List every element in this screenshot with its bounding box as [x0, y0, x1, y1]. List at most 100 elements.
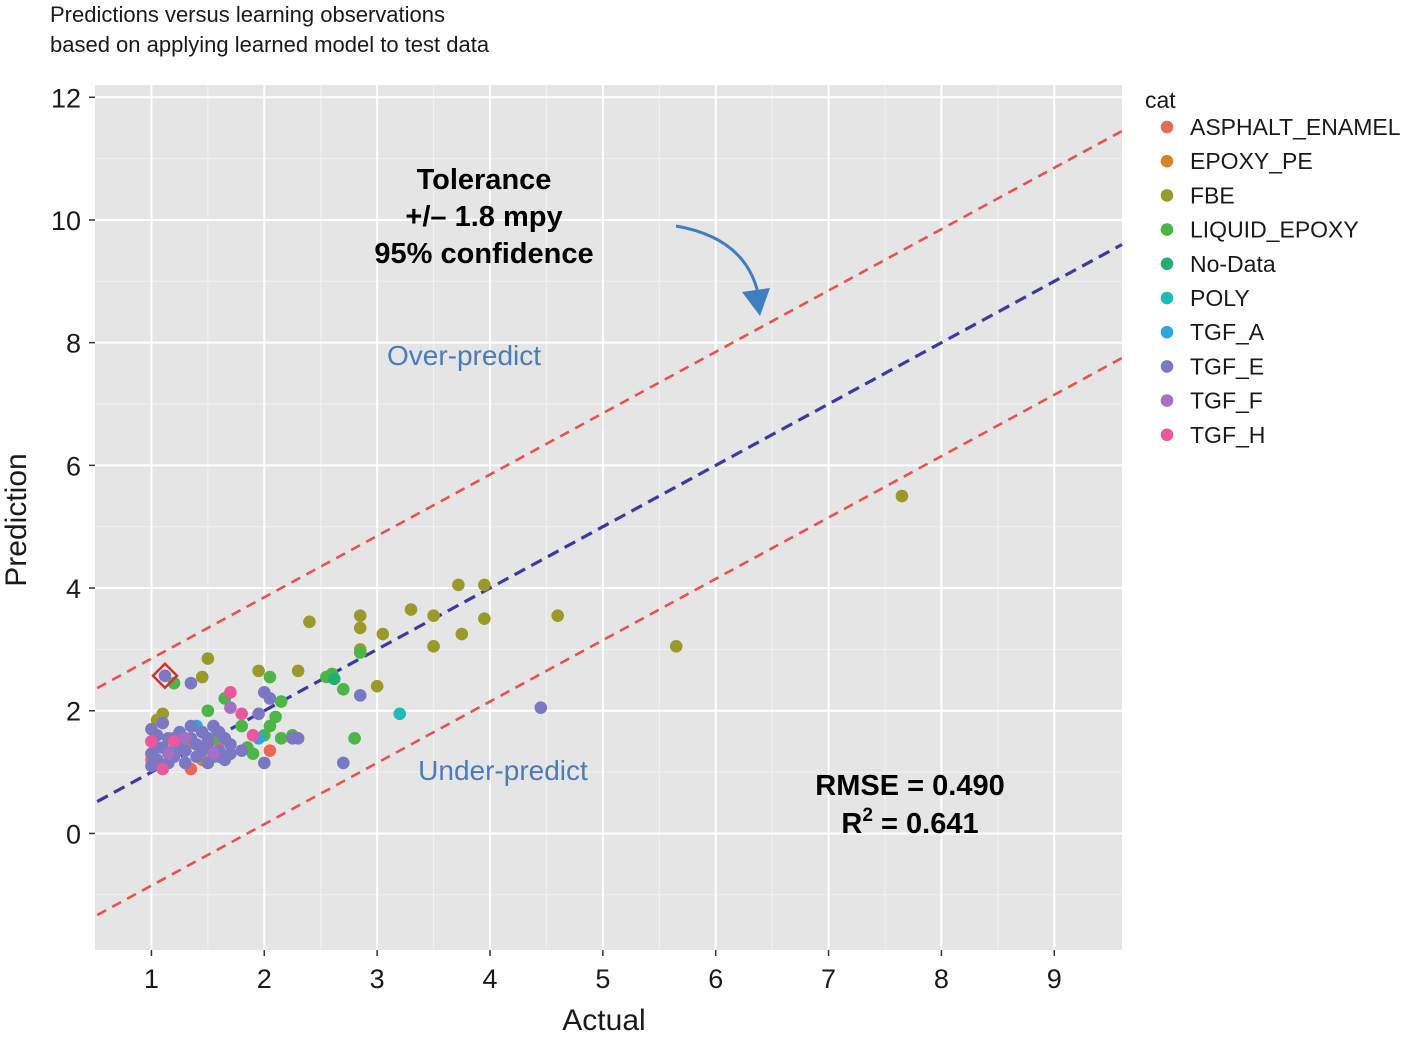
data-point: [201, 732, 215, 745]
data-point: [353, 621, 367, 635]
data-point: [263, 719, 277, 733]
r2-value: = 0.641: [873, 808, 979, 840]
data-point: [178, 756, 192, 770]
data-point: [257, 756, 271, 770]
data-point: [327, 672, 341, 686]
y-tick-label: 8: [66, 329, 81, 359]
x-tick-label: 2: [257, 964, 272, 994]
data-point: [336, 682, 350, 696]
legend: ASPHALT_ENAMEL EPOXY_PE FBE LIQUID_EPOXY No-…: [1160, 114, 1401, 448]
legend-item: EPOXY_PE: [1160, 148, 1313, 174]
data-point: [478, 612, 491, 626]
tolerance-arrow-head: [742, 288, 770, 316]
data-point: [252, 707, 265, 721]
legend-label: TGF_H: [1190, 422, 1265, 448]
legend-item: TGF_E: [1160, 353, 1264, 379]
data-point: [263, 692, 277, 705]
data-point: [212, 725, 226, 739]
x-tick-label: 5: [595, 964, 610, 994]
x-tick-label: 7: [821, 964, 836, 994]
data-point: [427, 609, 440, 622]
plot-panel: [95, 85, 1122, 950]
tolerance-annotation-line-3: 95% confidence: [374, 238, 593, 270]
highlight-marker: [151, 662, 179, 690]
over-predict-label: Over-predict: [387, 340, 541, 371]
data-point: [455, 627, 469, 641]
y-tick-label: 4: [66, 574, 81, 604]
y-tick-label: 0: [66, 819, 81, 849]
y-tick-label: 10: [51, 206, 81, 236]
x-tick-label: 3: [370, 964, 385, 994]
legend-swatch: [1160, 223, 1174, 236]
tolerance-annotation-line-2: +/– 1.8 mpy: [405, 201, 562, 233]
data-point: [158, 669, 172, 683]
data-point: [291, 664, 305, 678]
y-axis-title: Prediction: [0, 453, 33, 586]
data-point: [178, 744, 192, 757]
legend-swatch: [1160, 428, 1174, 442]
legend-item: POLY: [1160, 285, 1250, 311]
legend-swatch: [1160, 360, 1174, 373]
legend-swatch: [1160, 154, 1174, 168]
data-point: [150, 753, 164, 767]
x-tick-label: 9: [1047, 964, 1062, 994]
data-point: [201, 704, 215, 718]
data-point: [224, 747, 237, 760]
data-point: [263, 670, 277, 684]
x-axis-title: Actual: [562, 1004, 645, 1037]
r2-prefix: R: [841, 808, 862, 840]
legend-title: cat: [1145, 87, 1176, 113]
y-tick-label: 2: [66, 697, 81, 727]
legend-item: TGF_A: [1160, 319, 1265, 345]
data-point: [336, 756, 350, 770]
legend-item: TGF_H: [1160, 422, 1265, 448]
tolerance-arrow-shaft: [675, 224, 760, 294]
legend-label: POLY: [1190, 285, 1250, 311]
legend-label: FBE: [1190, 182, 1235, 208]
chart-subtitle-line-1: Predictions versus learning observations: [50, 2, 445, 27]
data-point: [303, 615, 316, 629]
legend-swatch: [1160, 189, 1174, 202]
legend-swatch: [1160, 257, 1174, 271]
chart-subtitle-line-2: based on applying learned model to test …: [50, 32, 490, 57]
data-point: [274, 732, 288, 745]
data-point: [669, 640, 683, 653]
data-point: [224, 686, 237, 699]
reference-lines: [96, 129, 1123, 917]
data-point: [235, 707, 249, 721]
legend-label: TGF_A: [1190, 319, 1265, 345]
data-point: [162, 747, 175, 760]
grid-minor: [95, 85, 1122, 950]
x-tick-label: 8: [934, 964, 949, 994]
legend-swatch: [1160, 291, 1174, 305]
legend-label: ASPHALT_ENAMEL: [1190, 114, 1401, 140]
x-tick-label: 6: [708, 964, 723, 994]
highlight-diamond: [151, 662, 179, 690]
data-point: [167, 676, 181, 690]
y-tick-label: 6: [66, 451, 81, 481]
x-tick-label: 1: [144, 964, 159, 994]
upper-tolerance-line: [96, 129, 1123, 690]
legend-label: No-Data: [1190, 251, 1276, 277]
lower-tolerance-line: [96, 356, 1123, 917]
data-point: [348, 732, 361, 745]
data-point: [156, 762, 170, 776]
data-point: [269, 710, 282, 724]
data-point: [195, 670, 209, 684]
data-point: [895, 489, 909, 503]
data-point: [178, 732, 192, 745]
data-point: [145, 735, 158, 748]
data-point: [246, 728, 260, 742]
tolerance-arrow: [675, 224, 770, 316]
data-point: [353, 609, 367, 622]
data-point: [551, 609, 565, 622]
data-points: [145, 489, 909, 776]
data-point: [404, 603, 418, 616]
legend-swatch: [1160, 394, 1174, 407]
data-point: [291, 732, 305, 745]
data-point: [353, 689, 367, 702]
r2-annotation: R2 = 0.641: [841, 805, 978, 840]
data-point: [246, 747, 260, 760]
data-point: [353, 646, 367, 659]
